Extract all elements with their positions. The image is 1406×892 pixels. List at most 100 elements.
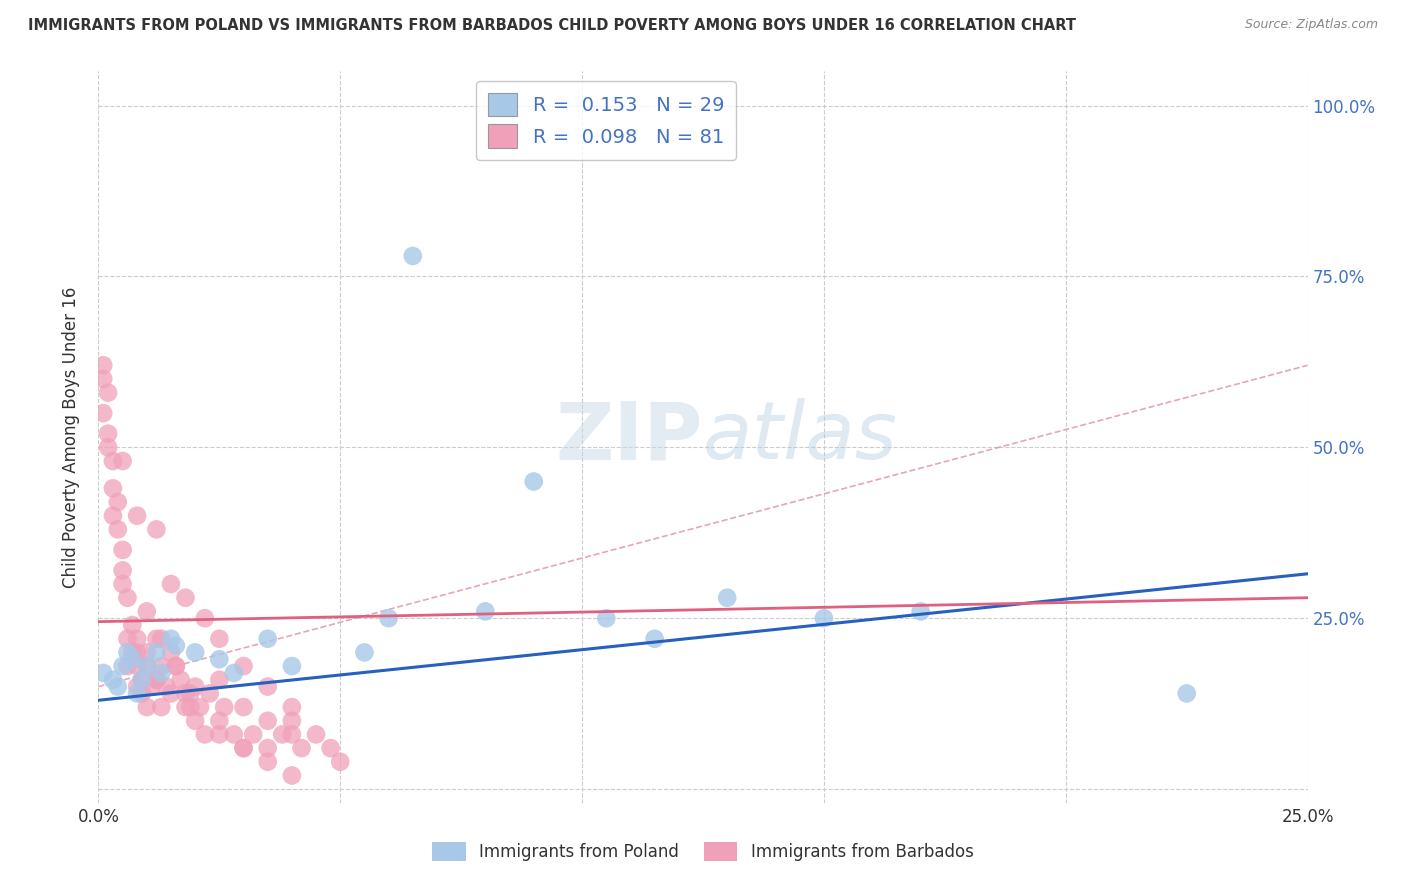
- Point: [281, 714, 304, 728]
- Point: [813, 611, 835, 625]
- Point: [184, 714, 207, 728]
- Point: [281, 659, 304, 673]
- Point: [184, 680, 207, 694]
- Point: [160, 645, 183, 659]
- Y-axis label: Child Poverty Among Boys Under 16: Child Poverty Among Boys Under 16: [62, 286, 80, 588]
- Point: [127, 645, 149, 659]
- Point: [165, 639, 187, 653]
- Point: [208, 673, 231, 687]
- Point: [107, 680, 129, 694]
- Point: [716, 591, 738, 605]
- Point: [198, 686, 221, 700]
- Point: [256, 632, 278, 646]
- Point: [111, 563, 134, 577]
- Point: [271, 727, 294, 741]
- Point: [305, 727, 328, 741]
- Point: [281, 768, 304, 782]
- Point: [111, 454, 134, 468]
- Point: [232, 741, 254, 756]
- Point: [402, 249, 425, 263]
- Point: [145, 645, 167, 659]
- Point: [145, 522, 167, 536]
- Point: [127, 686, 149, 700]
- Point: [232, 741, 254, 756]
- Point: [281, 727, 304, 741]
- Point: [111, 577, 134, 591]
- Point: [212, 700, 235, 714]
- Point: [101, 508, 124, 523]
- Point: [319, 741, 342, 756]
- Point: [150, 665, 173, 680]
- Point: [194, 727, 217, 741]
- Point: [194, 611, 217, 625]
- Point: [150, 700, 173, 714]
- Point: [135, 659, 157, 673]
- Point: [523, 475, 546, 489]
- Point: [353, 645, 375, 659]
- Point: [97, 440, 120, 454]
- Point: [377, 611, 399, 625]
- Point: [141, 680, 163, 694]
- Legend: Immigrants from Poland, Immigrants from Barbados: Immigrants from Poland, Immigrants from …: [426, 835, 980, 868]
- Point: [208, 632, 231, 646]
- Point: [179, 700, 201, 714]
- Point: [160, 577, 183, 591]
- Point: [160, 686, 183, 700]
- Point: [117, 632, 139, 646]
- Point: [91, 406, 114, 420]
- Point: [135, 659, 157, 673]
- Point: [145, 673, 167, 687]
- Point: [111, 542, 134, 557]
- Point: [256, 755, 278, 769]
- Point: [188, 700, 211, 714]
- Point: [91, 372, 114, 386]
- Point: [222, 665, 245, 680]
- Point: [131, 673, 153, 687]
- Point: [169, 673, 191, 687]
- Point: [127, 680, 149, 694]
- Point: [208, 714, 231, 728]
- Point: [290, 741, 312, 756]
- Text: atlas: atlas: [703, 398, 898, 476]
- Point: [131, 686, 153, 700]
- Point: [208, 727, 231, 741]
- Text: Source: ZipAtlas.com: Source: ZipAtlas.com: [1244, 18, 1378, 31]
- Point: [117, 645, 139, 659]
- Point: [208, 652, 231, 666]
- Point: [121, 652, 143, 666]
- Text: IMMIGRANTS FROM POLAND VS IMMIGRANTS FROM BARBADOS CHILD POVERTY AMONG BOYS UNDE: IMMIGRANTS FROM POLAND VS IMMIGRANTS FRO…: [28, 18, 1076, 33]
- Point: [121, 618, 143, 632]
- Point: [1175, 686, 1198, 700]
- Point: [256, 714, 278, 728]
- Point: [281, 700, 304, 714]
- Point: [329, 755, 352, 769]
- Point: [165, 659, 187, 673]
- Point: [111, 659, 134, 673]
- Point: [256, 741, 278, 756]
- Point: [910, 604, 932, 618]
- Point: [101, 454, 124, 468]
- Point: [174, 591, 197, 605]
- Point: [644, 632, 666, 646]
- Point: [174, 686, 197, 700]
- Point: [595, 611, 617, 625]
- Point: [232, 659, 254, 673]
- Text: ZIP: ZIP: [555, 398, 703, 476]
- Point: [117, 591, 139, 605]
- Point: [101, 481, 124, 495]
- Point: [107, 522, 129, 536]
- Point: [135, 700, 157, 714]
- Point: [117, 659, 139, 673]
- Point: [174, 700, 197, 714]
- Point: [242, 727, 264, 741]
- Point: [184, 645, 207, 659]
- Point: [101, 673, 124, 687]
- Point: [150, 659, 173, 673]
- Point: [107, 495, 129, 509]
- Point: [145, 632, 167, 646]
- Point: [97, 426, 120, 441]
- Point: [155, 680, 177, 694]
- Point: [165, 659, 187, 673]
- Point: [127, 632, 149, 646]
- Point: [474, 604, 496, 618]
